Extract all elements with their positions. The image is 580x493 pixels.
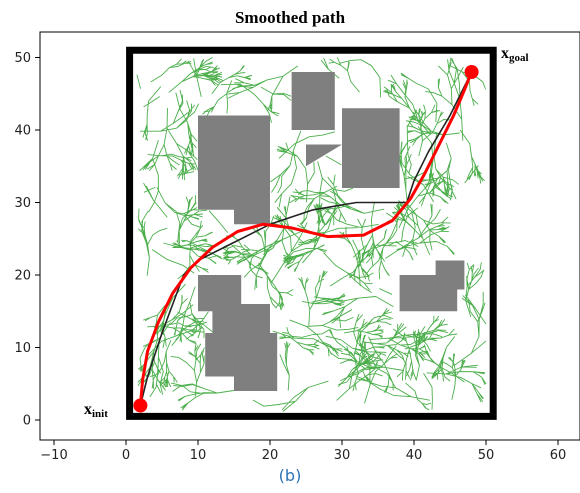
- x-tick-label: 30: [334, 448, 351, 463]
- y-tick-label: 30: [14, 196, 31, 211]
- y-tick-label: 40: [14, 124, 31, 139]
- x-tick-label: −10: [40, 448, 67, 463]
- x-init-label: xinit: [84, 401, 108, 420]
- x-goal-sub: goal: [509, 52, 529, 64]
- annotations: xinit xgoal: [84, 45, 529, 420]
- tree-branches: [136, 57, 487, 412]
- y-tick-label: 10: [14, 341, 31, 356]
- smoothed-path-line: [138, 70, 474, 407]
- start-point-marker: [133, 398, 148, 413]
- paths: [138, 70, 474, 407]
- y-tick-label: 0: [23, 414, 31, 429]
- y-tick-label: 50: [14, 51, 31, 66]
- chart-title: Smoothed path: [234, 8, 346, 27]
- obstacle-4: [198, 275, 278, 391]
- y-tick-label: 20: [14, 269, 31, 284]
- x-tick-label: 20: [262, 448, 279, 463]
- axes: −10 0 10 20 30 40 50 60 0 10 20 30 40 50: [14, 51, 566, 463]
- x-tick-label: 10: [190, 448, 207, 463]
- obstacle-1: [198, 115, 270, 225]
- x-tick-label: 50: [478, 448, 495, 463]
- x-goal-main: x: [501, 45, 509, 62]
- x-tick-label: 0: [122, 448, 130, 463]
- obstacle-5: [399, 260, 465, 312]
- x-init-main: x: [84, 401, 92, 418]
- boundary-wall: [126, 46, 497, 420]
- random-tree: [136, 57, 487, 412]
- raw-path-line: [139, 71, 473, 407]
- obstacles: [198, 72, 465, 391]
- goal-point-marker: [464, 65, 479, 79]
- x-tick-label: 40: [406, 448, 423, 463]
- figure-caption: (b): [278, 466, 302, 485]
- workspace-boundary: [126, 46, 497, 420]
- x-goal-label: xgoal: [501, 45, 529, 64]
- obstacle-2: [291, 72, 335, 130]
- x-init-sub: init: [92, 408, 108, 420]
- endpoint-markers: [133, 65, 479, 413]
- obstacle-3: [306, 108, 400, 188]
- x-tick-label: 60: [550, 448, 567, 463]
